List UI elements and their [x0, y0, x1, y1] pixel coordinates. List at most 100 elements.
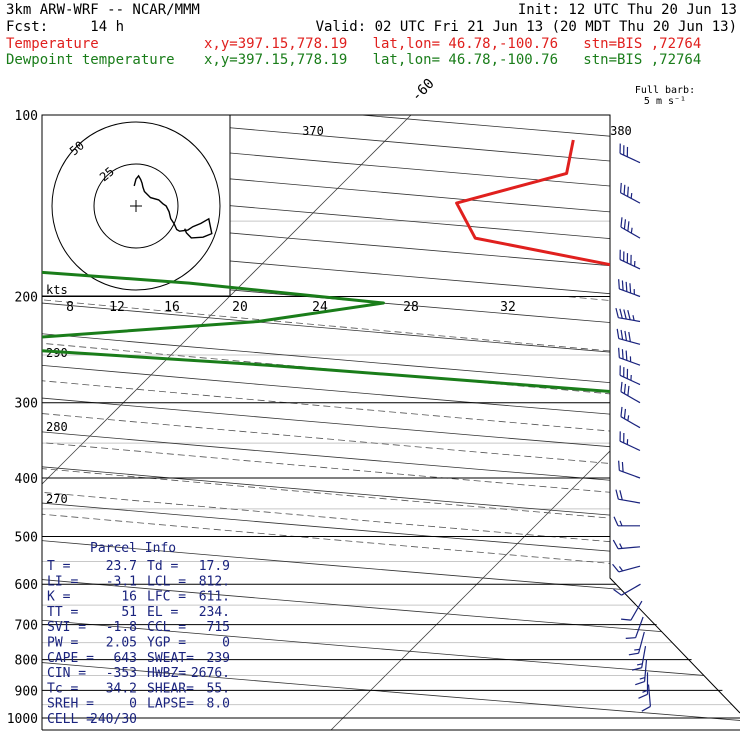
theta-label: 370	[302, 124, 324, 138]
wind-barb-staff	[620, 391, 641, 404]
dry-adiabat	[42, 115, 740, 729]
wind-barb-flag	[629, 283, 632, 294]
wind-barb-flag	[631, 667, 642, 671]
hodograph-trace	[133, 174, 213, 239]
wind-barb-flag	[625, 350, 628, 361]
wind-barb	[619, 182, 641, 204]
pressure-tick-label: 400	[15, 472, 38, 487]
parcel-value: 0	[222, 636, 230, 651]
hodograph-ring-50	[51, 121, 221, 291]
parcel-value: -3.1	[106, 574, 137, 589]
temperature-tick-top: -60	[409, 76, 438, 105]
parcel-value: 17.9	[199, 559, 230, 574]
wind-barb-flag	[626, 368, 629, 379]
wind-barb	[619, 431, 641, 452]
wind-barb-flag	[623, 408, 627, 419]
parcel-value: 51	[121, 605, 137, 620]
init-time: Init: 12 UTC Thu 20 Jun 13	[517, 2, 737, 18]
wind-barb-flag	[638, 693, 648, 699]
wind-barb-flag	[615, 489, 619, 500]
wind-barb-flag	[619, 249, 621, 260]
parcel-label: SREH =	[47, 697, 94, 712]
wind-barb	[635, 659, 648, 686]
wind-barb-flag	[627, 385, 630, 396]
wind-barb	[615, 489, 641, 504]
parcel-value: 239	[207, 651, 230, 666]
wind-barb-half	[633, 260, 636, 267]
parcel-label: Tc =	[47, 681, 78, 696]
temperature-station-info: x,y=397.15,778.19 lat,lon= 46.78,-100.76…	[204, 36, 702, 52]
plot-border	[42, 114, 740, 714]
parcel-label: LI =	[47, 574, 78, 589]
pressure-tick-label: 300	[15, 397, 38, 412]
wind-barb-staff	[620, 416, 641, 429]
wind-barb-flag	[623, 184, 626, 195]
wind-barb-flag	[619, 308, 623, 319]
dewpoint-legend-label: Dewpoint temperature	[6, 52, 175, 68]
parcel-label: SWEAT=	[147, 651, 194, 666]
theta-label: 380	[610, 124, 632, 138]
parcel-label: Td =	[147, 559, 178, 574]
theta-e-label: 280	[46, 420, 68, 434]
wind-barb-half	[627, 415, 630, 421]
dewpoint-trace	[42, 151, 740, 697]
wind-barb-half	[630, 227, 633, 234]
parcel-value: 715	[207, 620, 230, 635]
wind-barb	[612, 539, 641, 550]
parcel-info-title: Parcel Info	[90, 541, 176, 556]
wind-barb-flag	[620, 406, 623, 417]
wind-barb-staff	[630, 600, 643, 621]
parcel-label: LFC =	[147, 590, 186, 605]
wind-barb-staff	[618, 338, 641, 345]
pressure-tick-label: 700	[15, 619, 38, 634]
wind-barb-flag	[620, 381, 623, 392]
wind-barb-staff	[647, 684, 652, 707]
temperature-trace	[455, 139, 740, 697]
wind-barb-staff	[621, 583, 641, 596]
wind-barb	[618, 460, 641, 479]
parcel-value: -353	[106, 666, 137, 681]
wind-barb-flag	[616, 328, 620, 339]
wind-barb-flag	[619, 431, 621, 442]
wind-barb-half	[629, 356, 632, 362]
pressure-tick-label: 600	[15, 578, 38, 593]
hodograph-axis-tick: 16	[164, 300, 180, 315]
wind-barb-flag	[630, 254, 632, 265]
wind-barb-flag	[618, 460, 620, 471]
parcel-label: EL =	[147, 605, 178, 620]
wind-barb-staff	[641, 645, 647, 668]
wind-barb	[619, 249, 641, 270]
parcel-value: 812.	[199, 574, 230, 589]
wind-barb	[613, 516, 640, 527]
wind-barb-flag	[627, 186, 629, 197]
parcel-label: T =	[47, 559, 71, 574]
parcel-label: SVI =	[47, 620, 86, 635]
pressure-tick-label: 200	[15, 291, 38, 306]
wind-barb-flag	[612, 563, 620, 573]
wind-barb	[638, 672, 649, 699]
wind-barb-flag	[635, 680, 645, 686]
barb-legend-unit: 5 m s⁻¹	[644, 96, 686, 107]
wind-barb-flag	[623, 383, 627, 394]
wind-barb-half	[642, 689, 648, 693]
wind-barb-staff	[619, 374, 641, 386]
isotherm	[329, 115, 740, 730]
wind-barb-staff	[619, 357, 641, 366]
parcel-value: 34.2	[106, 681, 137, 696]
wind-barb-flag	[623, 219, 627, 230]
wind-barb	[620, 217, 641, 239]
wind-barb-flag	[628, 652, 639, 656]
wind-barb-flag	[621, 349, 624, 360]
wind-barb	[613, 583, 641, 596]
wind-barb	[612, 563, 641, 573]
wind-barb	[620, 406, 641, 429]
hodograph-axis-tick: 20	[232, 300, 248, 315]
wind-barb-flag	[619, 143, 621, 154]
wind-barb	[616, 328, 641, 345]
wind-barb	[620, 381, 641, 404]
hodograph-ring-25	[93, 163, 179, 249]
wind-barb-flag	[613, 516, 619, 527]
parcel-value: 234.	[199, 605, 230, 620]
